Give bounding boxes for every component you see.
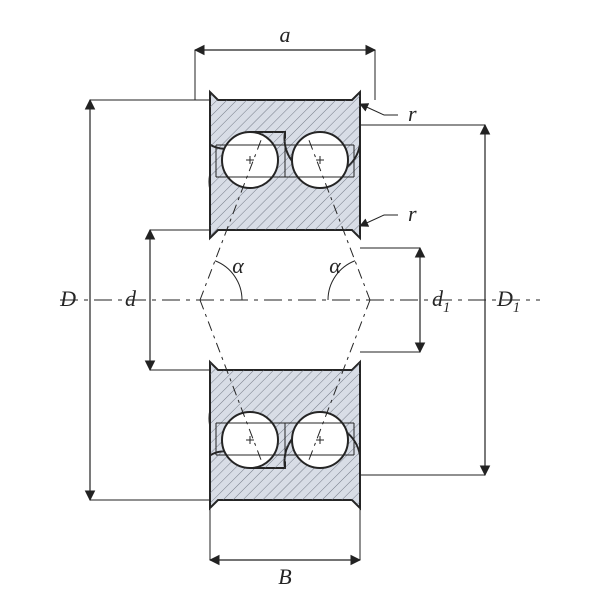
svg-text:D: D — [59, 286, 76, 311]
svg-text:B: B — [278, 564, 291, 589]
svg-text:D1: D1 — [496, 286, 520, 316]
svg-text:r: r — [408, 201, 417, 226]
svg-text:a: a — [280, 22, 291, 47]
svg-text:d1: d1 — [432, 286, 450, 316]
svg-text:d: d — [125, 286, 137, 311]
svg-text:r: r — [408, 101, 417, 126]
svg-text:α: α — [232, 253, 244, 278]
bearing-cross-section-figure: a B Dd d1 D1 r r α α — [0, 0, 600, 600]
svg-text:α: α — [329, 253, 341, 278]
